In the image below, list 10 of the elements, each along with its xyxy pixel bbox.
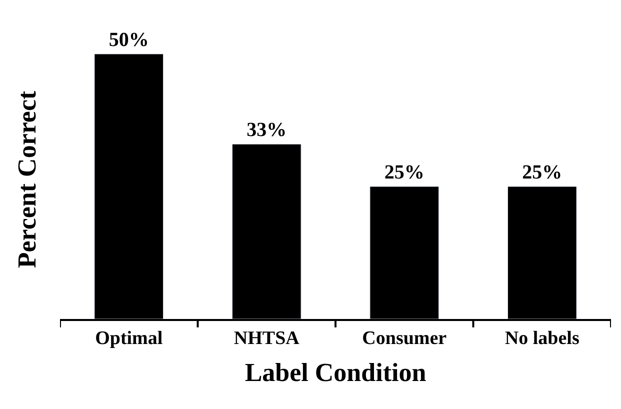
- x-tick-label: Optimal: [95, 328, 163, 349]
- x-axis-title: Label Condition: [244, 358, 427, 387]
- x-tick-label: NHTSA: [234, 328, 300, 349]
- x-tick-label: No labels: [504, 328, 580, 349]
- data-label: 33%: [246, 119, 287, 142]
- x-tick-label: Consumer: [362, 328, 448, 349]
- data-label: 25%: [522, 161, 562, 184]
- y-axis-title: Percent Correct: [12, 90, 42, 268]
- data-label: 50%: [108, 28, 149, 51]
- data-label: 25%: [384, 161, 424, 184]
